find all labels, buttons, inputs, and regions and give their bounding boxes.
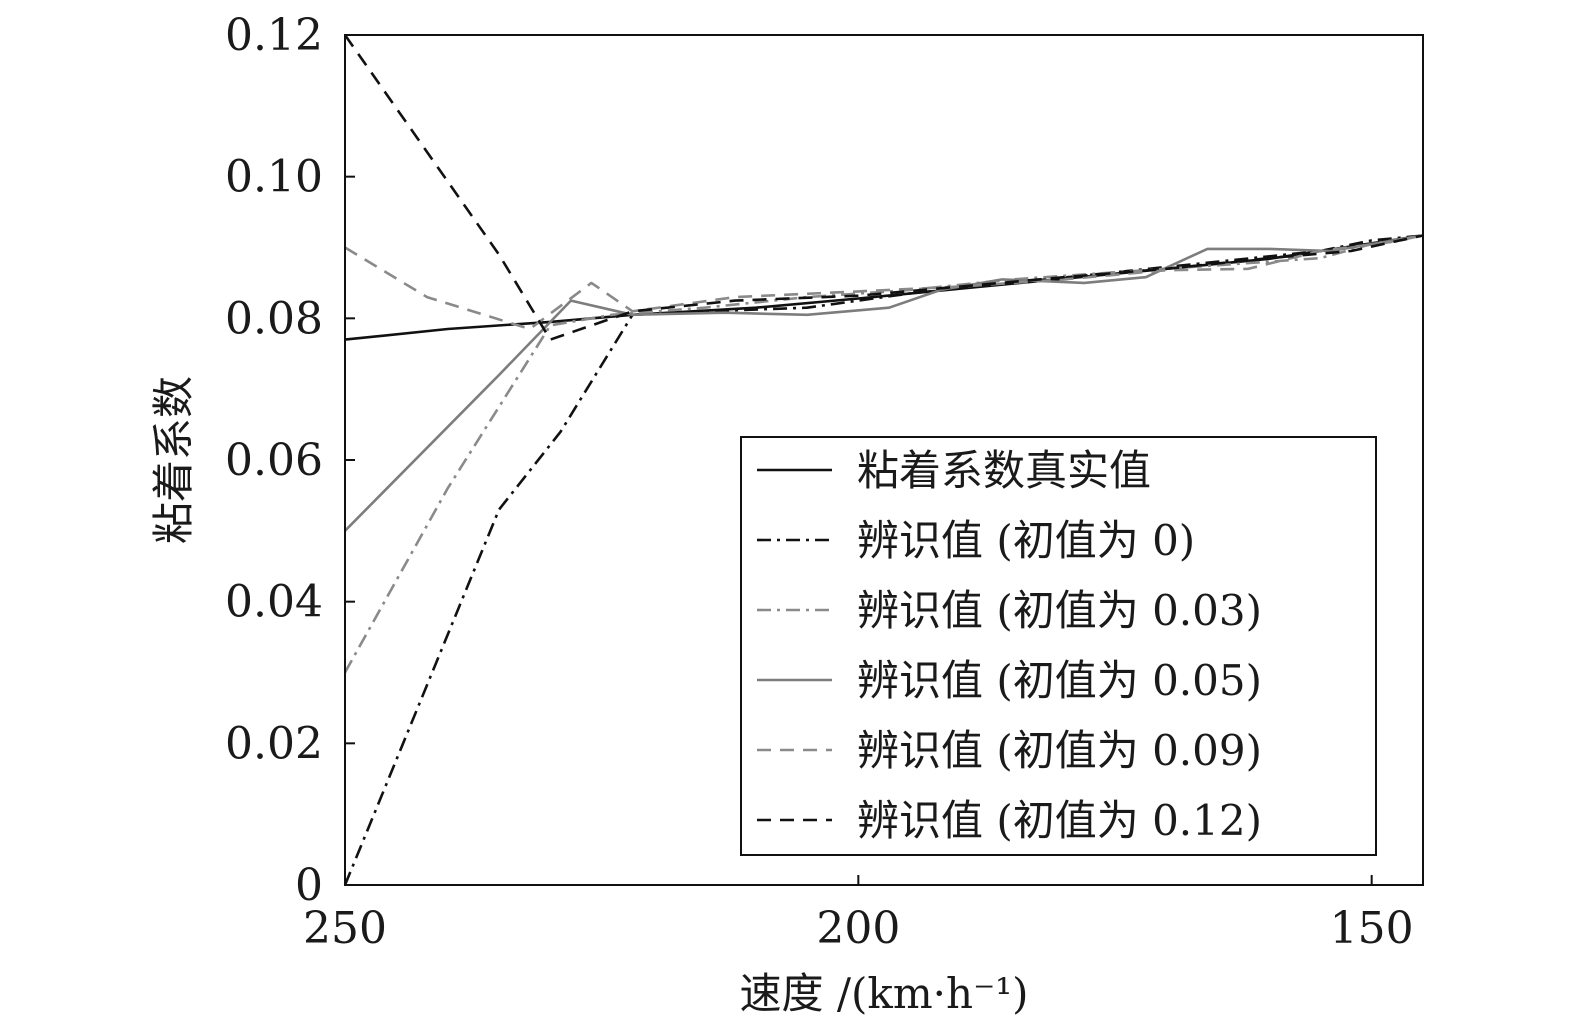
y-tick-label-1: 0: [295, 860, 323, 911]
y-tick-label-7: 0.12: [225, 10, 323, 61]
y-tick-label-2: 0.02: [225, 718, 323, 769]
legend-label-5: 辨识值 (初值为 0.09): [857, 726, 1262, 775]
x-tick-label-3: 150: [1330, 903, 1414, 954]
legend-label-4: 辨识值 (初值为 0.05): [857, 656, 1262, 705]
series-line-1: [344, 234, 1424, 341]
y-tick-label-4: 0.06: [225, 435, 323, 486]
ticks-layer: 250 200 150 0 0.02 0.04 0.06 0.08 0.10 0.12: [225, 10, 1414, 954]
series-line-2: [343, 234, 1424, 886]
legend-box: [740, 436, 1377, 856]
y-tick-label-5: 0.08: [225, 293, 323, 344]
y-tick-label-3: 0.04: [225, 577, 323, 628]
legend-label-3: 辨识值 (初值为 0.03): [857, 586, 1262, 635]
legend-label-2: 辨识值 (初值为 0): [857, 516, 1195, 565]
y-axis-title: 粘着系数: [149, 376, 198, 544]
series-line-6: [343, 34, 1424, 341]
x-tick-label-2: 200: [816, 903, 900, 954]
legend-label-1: 粘着系数真实值: [857, 446, 1151, 495]
series-layer: [343, 34, 1424, 886]
legend-label-6: 辨识值 (初值为 0.12): [857, 796, 1262, 845]
x-tick-label-1: 250: [303, 903, 387, 954]
y-tick-label-6: 0.10: [225, 152, 323, 203]
x-axis-title: 速度 /(km·h⁻¹): [740, 969, 1029, 1018]
series-line-4: [344, 234, 1424, 532]
